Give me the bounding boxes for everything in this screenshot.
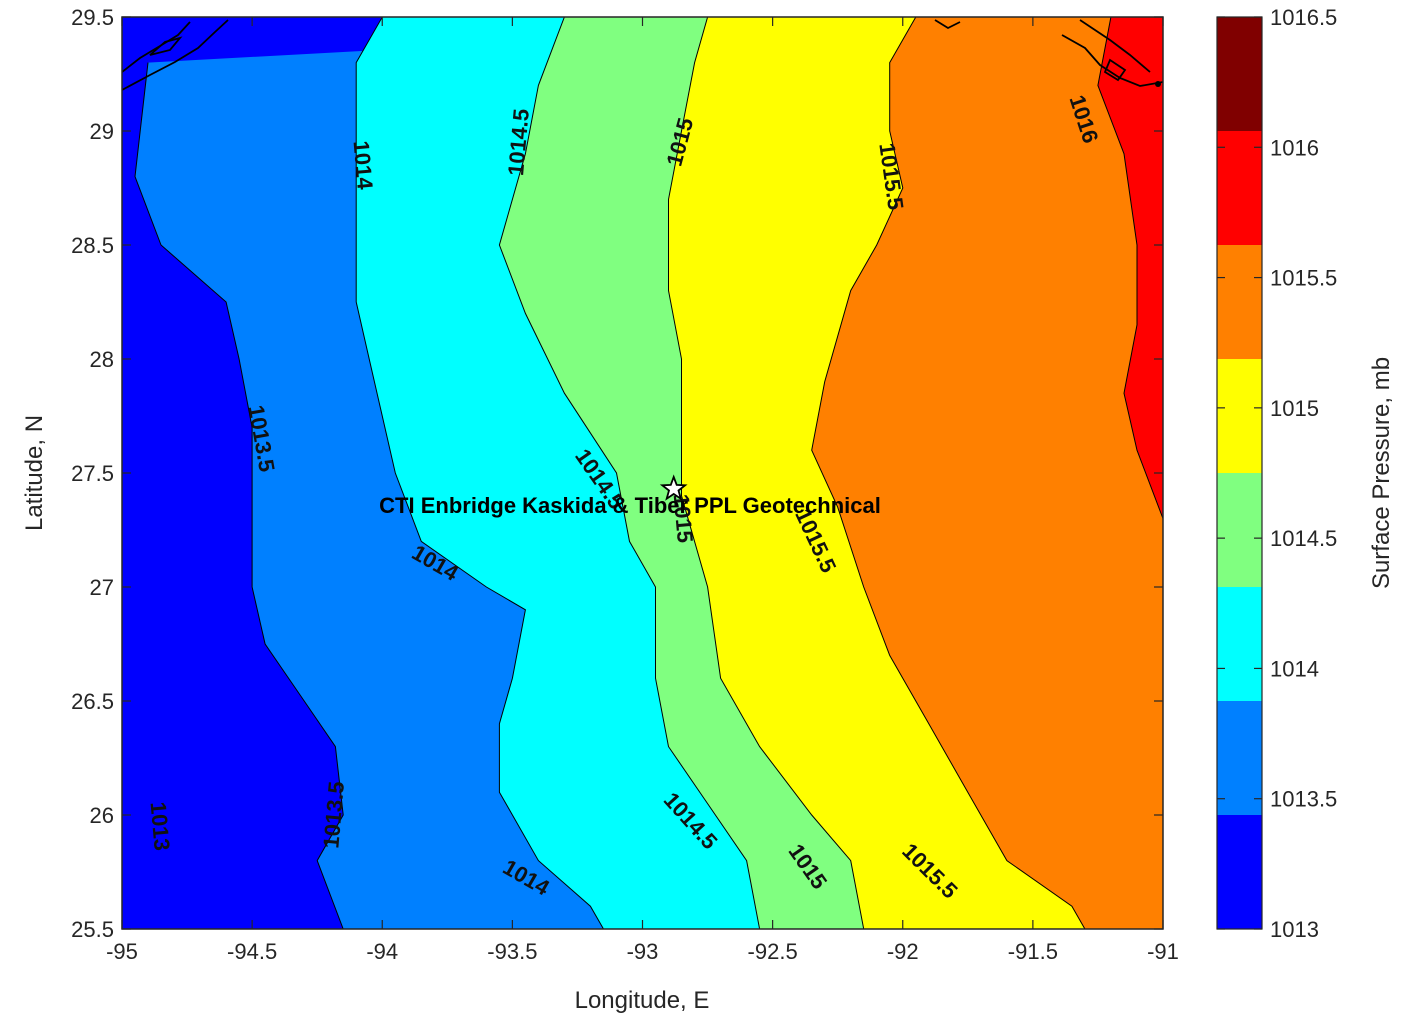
coastline-segment xyxy=(149,36,183,56)
colorbar-tick-label: 1014 xyxy=(1270,656,1319,681)
colorbar-tick-label: 1015 xyxy=(1270,396,1319,421)
contour-line-1014 xyxy=(498,17,761,929)
y-tick-label: 27 xyxy=(90,575,114,600)
coastline-segment xyxy=(1155,81,1161,87)
coastline-segment xyxy=(1061,34,1163,87)
colorbar-tick-label: 1016 xyxy=(1270,135,1319,160)
contour-line-1014.5 xyxy=(668,17,865,929)
plot-area: 10131013.51013.51014101410141014.51014.5… xyxy=(121,16,1164,930)
x-tick-label: -91.5 xyxy=(1008,939,1058,964)
y-axis: 25.5 26 26.5 27 27.5 28 28.5 29 29.5 xyxy=(71,5,1163,942)
colorbar-segment xyxy=(1217,245,1262,359)
contour-line-1013 xyxy=(134,62,344,929)
x-axis: -95 -94.5 -94 -93.5 -93 -92.5 -92 -91.5 -91 xyxy=(106,17,1179,964)
site-marker-group: CTI Enbridge Kaskida & Tiber PPL Geotech… xyxy=(379,474,881,518)
coastline-segment xyxy=(934,19,961,30)
colorbar-segment xyxy=(1217,131,1262,245)
colorbar-label: Surface Pressure, mb xyxy=(1368,357,1395,589)
coastline xyxy=(122,19,1163,91)
y-tick-label: 26 xyxy=(90,803,114,828)
colorbar-tick-label: 1013 xyxy=(1270,917,1319,942)
coastline-segment xyxy=(1103,58,1127,82)
y-tick-label: 26.5 xyxy=(71,689,114,714)
contour-label: 1014.5 xyxy=(503,108,534,177)
contour-label: 1013 xyxy=(146,801,175,852)
y-tick-label: 29 xyxy=(90,119,114,144)
contour-band-1015 xyxy=(811,17,1163,929)
y-tick-label: 25.5 xyxy=(71,917,114,942)
colorbar-tick-label: 1014.5 xyxy=(1270,526,1337,551)
x-tick-label: -93 xyxy=(627,939,659,964)
x-tick-label: -94 xyxy=(366,939,398,964)
contour-fills xyxy=(122,17,1163,929)
site-star-marker xyxy=(659,474,688,501)
site-label: CTI Enbridge Kaskida & Tiber PPL Geotech… xyxy=(379,493,881,518)
colorbar-tick-label: 1013.5 xyxy=(1270,787,1337,812)
x-tick-label: -92.5 xyxy=(748,939,798,964)
x-axis-label: Longitude, E xyxy=(575,987,710,1014)
contour-line-1015.5 xyxy=(1097,17,1163,519)
x-tick-label: -91 xyxy=(1147,939,1179,964)
x-tick-label: -92 xyxy=(887,939,919,964)
x-tick-label: -93.5 xyxy=(487,939,537,964)
colorbar: 1013 1013.5 1014 1014.5 1015 1015.5 1016 1016.5 xyxy=(1216,5,1337,942)
x-tick-label: -94.5 xyxy=(227,939,277,964)
contour-line-1015 xyxy=(811,17,1086,929)
colorbar-tick-label: 1016.5 xyxy=(1270,5,1337,30)
contour-line-1013.5 xyxy=(355,17,604,929)
colorbar-segment xyxy=(1217,359,1262,473)
colorbar-segment xyxy=(1217,701,1262,815)
y-tick-label: 29.5 xyxy=(71,5,114,30)
contour-band-1015.5 xyxy=(1097,17,1163,519)
colorbar-segment xyxy=(1217,17,1262,131)
y-tick-label: 28.5 xyxy=(71,233,114,258)
y-tick-label: 28 xyxy=(90,347,114,372)
contour-label: 1013.5 xyxy=(318,780,349,849)
contour-label: 1014 xyxy=(349,140,378,192)
colorbar-frame xyxy=(1216,16,1263,930)
colorbar-segment xyxy=(1217,473,1262,587)
x-tick-label: -95 xyxy=(106,939,138,964)
coastline-segment xyxy=(1079,19,1151,73)
colorbar-segment xyxy=(1217,587,1262,701)
y-axis-label: Latitude, N xyxy=(21,415,48,531)
colorbar-tick-label: 1015.5 xyxy=(1270,266,1337,291)
y-tick-label: 27.5 xyxy=(71,461,114,486)
contour-lines xyxy=(134,17,1163,929)
contour-label: 1015 xyxy=(669,493,698,544)
coastline-segment xyxy=(122,19,229,91)
colorbar-segment xyxy=(1217,815,1262,929)
